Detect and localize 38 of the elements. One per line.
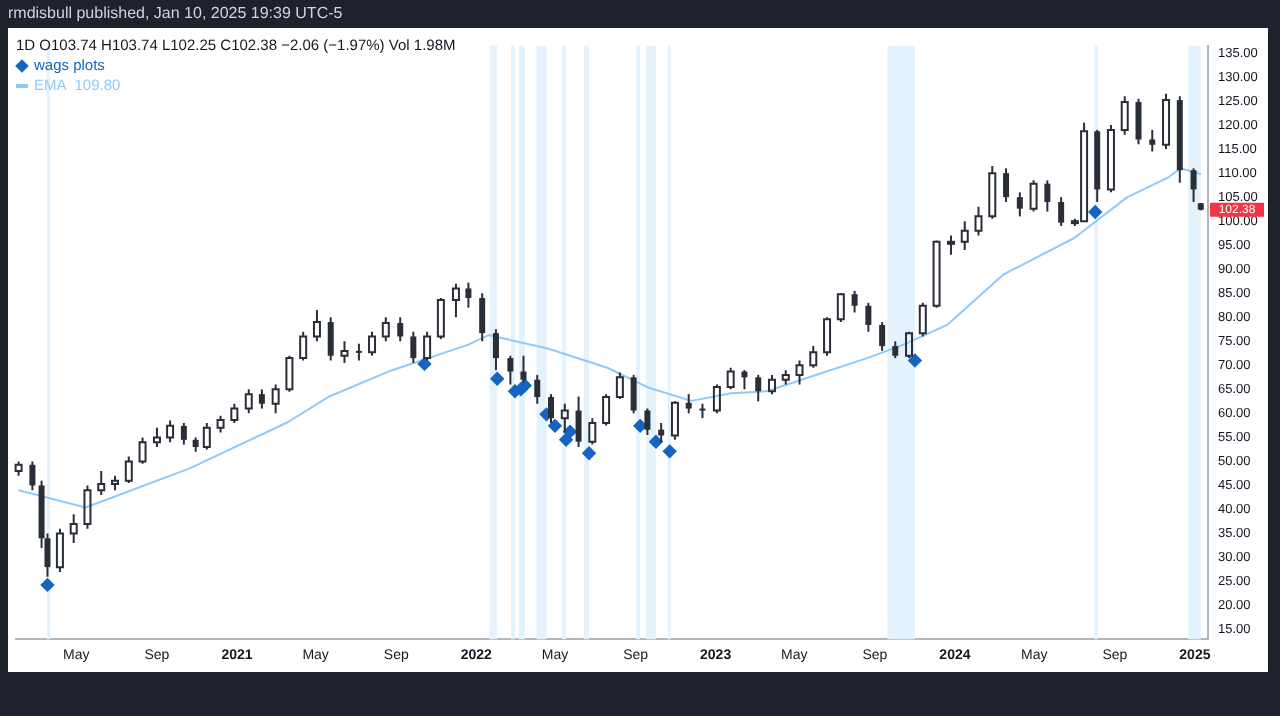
candlestick [451,282,460,319]
candlestick [1058,196,1065,227]
candlestick [548,393,555,424]
candlestick [520,354,527,384]
candlestick [879,321,886,352]
candlestick [507,354,514,386]
candlestick [851,289,858,314]
candlestick [1149,128,1156,153]
candlestick [534,373,541,405]
candlestick [492,328,499,372]
candlestick [410,330,417,364]
chart-subtitle: rmdisbull published, Jan 10, 2025 19:39 UTC-5 [8,4,343,22]
candlestick [865,301,872,333]
candlestick [1044,179,1051,213]
candlestick [465,281,472,309]
point [547,418,563,434]
point [490,371,505,386]
candlestick [1003,167,1010,203]
candlestick [685,393,692,415]
point [907,353,923,368]
candlestick [327,316,334,362]
candlestick [1016,191,1023,218]
point [1088,204,1103,220]
candlestick [1135,97,1142,146]
point [581,446,597,461]
candlestick [69,513,78,545]
candlestick [258,388,265,410]
candlestick [1190,167,1197,203]
candlestick [479,292,486,343]
candlestick [180,421,187,446]
candlestick [29,460,36,492]
point [662,444,677,459]
candlestick [755,373,762,403]
point [40,577,55,593]
candlestick [630,373,637,415]
candlestick [575,395,582,449]
candlestick [644,407,651,436]
candlestick [397,316,404,343]
